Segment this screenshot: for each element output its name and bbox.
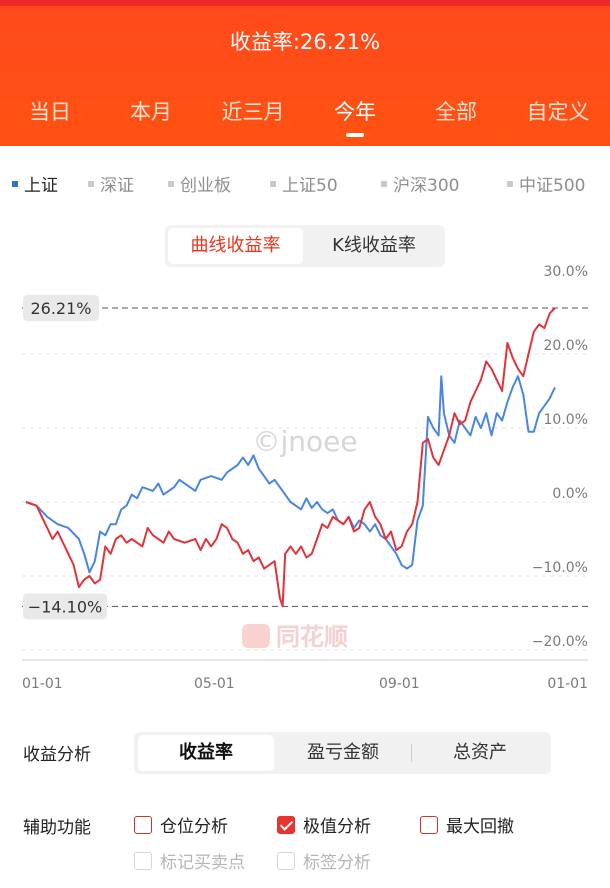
checkbox-label: 标签分析 bbox=[303, 853, 371, 873]
tab-three-months[interactable]: 近三月 bbox=[221, 100, 285, 124]
tab-today[interactable]: 当日 bbox=[29, 100, 71, 124]
active-tab-indicator bbox=[346, 133, 364, 137]
chart-series bbox=[25, 307, 556, 608]
checkbox-label: 标记买卖点 bbox=[160, 853, 245, 873]
index-filter-hs300[interactable]: 沪深300 bbox=[381, 171, 459, 196]
legend-dot-icon bbox=[507, 181, 513, 187]
analysis-total-assets[interactable]: 总资产 bbox=[453, 742, 507, 763]
y-axis-labels: 30.0% 20.0% 10.0% 0.0% −10.0% −20.0% bbox=[532, 264, 588, 650]
analysis-return-rate[interactable]: 收益率 bbox=[138, 735, 274, 771]
x-axis-labels: 01-01 05-01 09-01 01-01 bbox=[22, 676, 588, 692]
header-bar: 收益率:26.21% 当日 本月 近三月 今年 全部 自定义 bbox=[0, 0, 610, 146]
min-tag-bg bbox=[23, 593, 107, 620]
max-tag-text: 26.21% bbox=[30, 299, 91, 318]
segment-divider bbox=[411, 744, 412, 762]
index-filter-sh[interactable]: 上证 bbox=[12, 171, 58, 196]
checkbox-label: 极值分析 bbox=[303, 817, 371, 837]
index-filter-label: 创业板 bbox=[180, 176, 231, 196]
max-tag-bg bbox=[23, 295, 99, 322]
tab-custom[interactable]: 自定义 bbox=[526, 100, 590, 124]
y-tick-label: 30.0% bbox=[544, 264, 588, 280]
tag-analysis-checkbox[interactable]: 标签分析 bbox=[277, 848, 371, 873]
legend-dot-icon bbox=[88, 181, 94, 187]
portfolio-line bbox=[25, 307, 556, 608]
watermark-text: ©jnoee bbox=[252, 425, 357, 458]
tab-all[interactable]: 全部 bbox=[435, 100, 477, 124]
checkbox-icon bbox=[134, 852, 152, 870]
brand-watermark: 同花顺 bbox=[242, 623, 348, 651]
extreme-lines bbox=[22, 307, 588, 607]
y-tick-label: 10.0% bbox=[544, 412, 588, 428]
x-tick-label: 09-01 bbox=[379, 676, 420, 692]
analysis-profit-amount[interactable]: 盈亏金额 bbox=[307, 742, 379, 763]
period-tabs: 当日 本月 近三月 今年 全部 自定义 bbox=[0, 96, 610, 137]
index-filter-label: 深证 bbox=[100, 176, 134, 196]
index-filter-label: 中证500 bbox=[519, 176, 586, 196]
checkbox-label: 最大回撤 bbox=[446, 817, 514, 837]
y-tick-label: 0.0% bbox=[552, 486, 588, 502]
trade-marks-checkbox[interactable]: 标记买卖点 bbox=[134, 848, 245, 873]
x-tick-label: 05-01 bbox=[194, 676, 235, 692]
benchmark-line bbox=[25, 375, 556, 574]
y-tick-label: −10.0% bbox=[532, 560, 588, 576]
analysis-label: 收益分析 bbox=[23, 745, 91, 765]
index-filter-cyb[interactable]: 创业板 bbox=[168, 171, 231, 196]
return-chart: 30.0% 20.0% 10.0% 0.0% −10.0% −20.0% 01-01 05-… bbox=[22, 264, 588, 692]
index-filter-sz50[interactable]: 上证50 bbox=[270, 171, 338, 196]
index-filter-zz500[interactable]: 中证500 bbox=[507, 171, 585, 196]
tab-month[interactable]: 本月 bbox=[130, 100, 172, 124]
min-tag-text: −14.10% bbox=[28, 597, 102, 616]
y-tick-label: 20.0% bbox=[544, 338, 588, 354]
x-tick-label: 01-01 bbox=[22, 676, 63, 692]
aux-label: 辅助功能 bbox=[23, 818, 91, 838]
header-top-line bbox=[0, 0, 610, 6]
curve-return-button[interactable]: 曲线收益率 bbox=[168, 228, 303, 264]
extreme-tags: 26.21% −14.10% bbox=[23, 295, 107, 620]
index-filter-sz[interactable]: 深证 bbox=[88, 171, 134, 196]
checkbox-checked-icon bbox=[277, 816, 295, 834]
index-filter-label: 上证50 bbox=[282, 176, 338, 196]
brand-watermark-text: 同花顺 bbox=[276, 623, 348, 651]
position-analysis-checkbox[interactable]: 仓位分析 bbox=[134, 812, 228, 837]
kline-return-button[interactable]: K线收益率 bbox=[332, 235, 416, 256]
index-filter-label: 沪深300 bbox=[393, 176, 460, 196]
checkbox-icon bbox=[277, 852, 295, 870]
page-title: 收益率:26.21% bbox=[229, 30, 381, 54]
checkbox-icon bbox=[134, 816, 152, 834]
max-drawdown-checkbox[interactable]: 最大回撤 bbox=[420, 812, 514, 837]
brand-logo-icon bbox=[242, 624, 270, 648]
tab-this-year[interactable]: 今年 bbox=[334, 100, 376, 124]
extreme-analysis-checkbox[interactable]: 极值分析 bbox=[277, 812, 371, 837]
checkbox-label: 仓位分析 bbox=[160, 817, 228, 837]
checkbox-icon bbox=[420, 816, 438, 834]
x-tick-label: 01-01 bbox=[547, 676, 588, 692]
legend-dot-icon bbox=[270, 181, 276, 187]
index-filter-label: 上证 bbox=[24, 176, 58, 196]
legend-dot-icon bbox=[12, 181, 18, 187]
analysis-selector: 收益率 盈亏金额 总资产 bbox=[134, 732, 551, 774]
legend-dot-icon bbox=[381, 181, 387, 187]
legend-dot-icon bbox=[168, 181, 174, 187]
chart-type-toggle: 曲线收益率 K线收益率 bbox=[165, 225, 445, 267]
y-tick-label: −20.0% bbox=[532, 634, 588, 650]
